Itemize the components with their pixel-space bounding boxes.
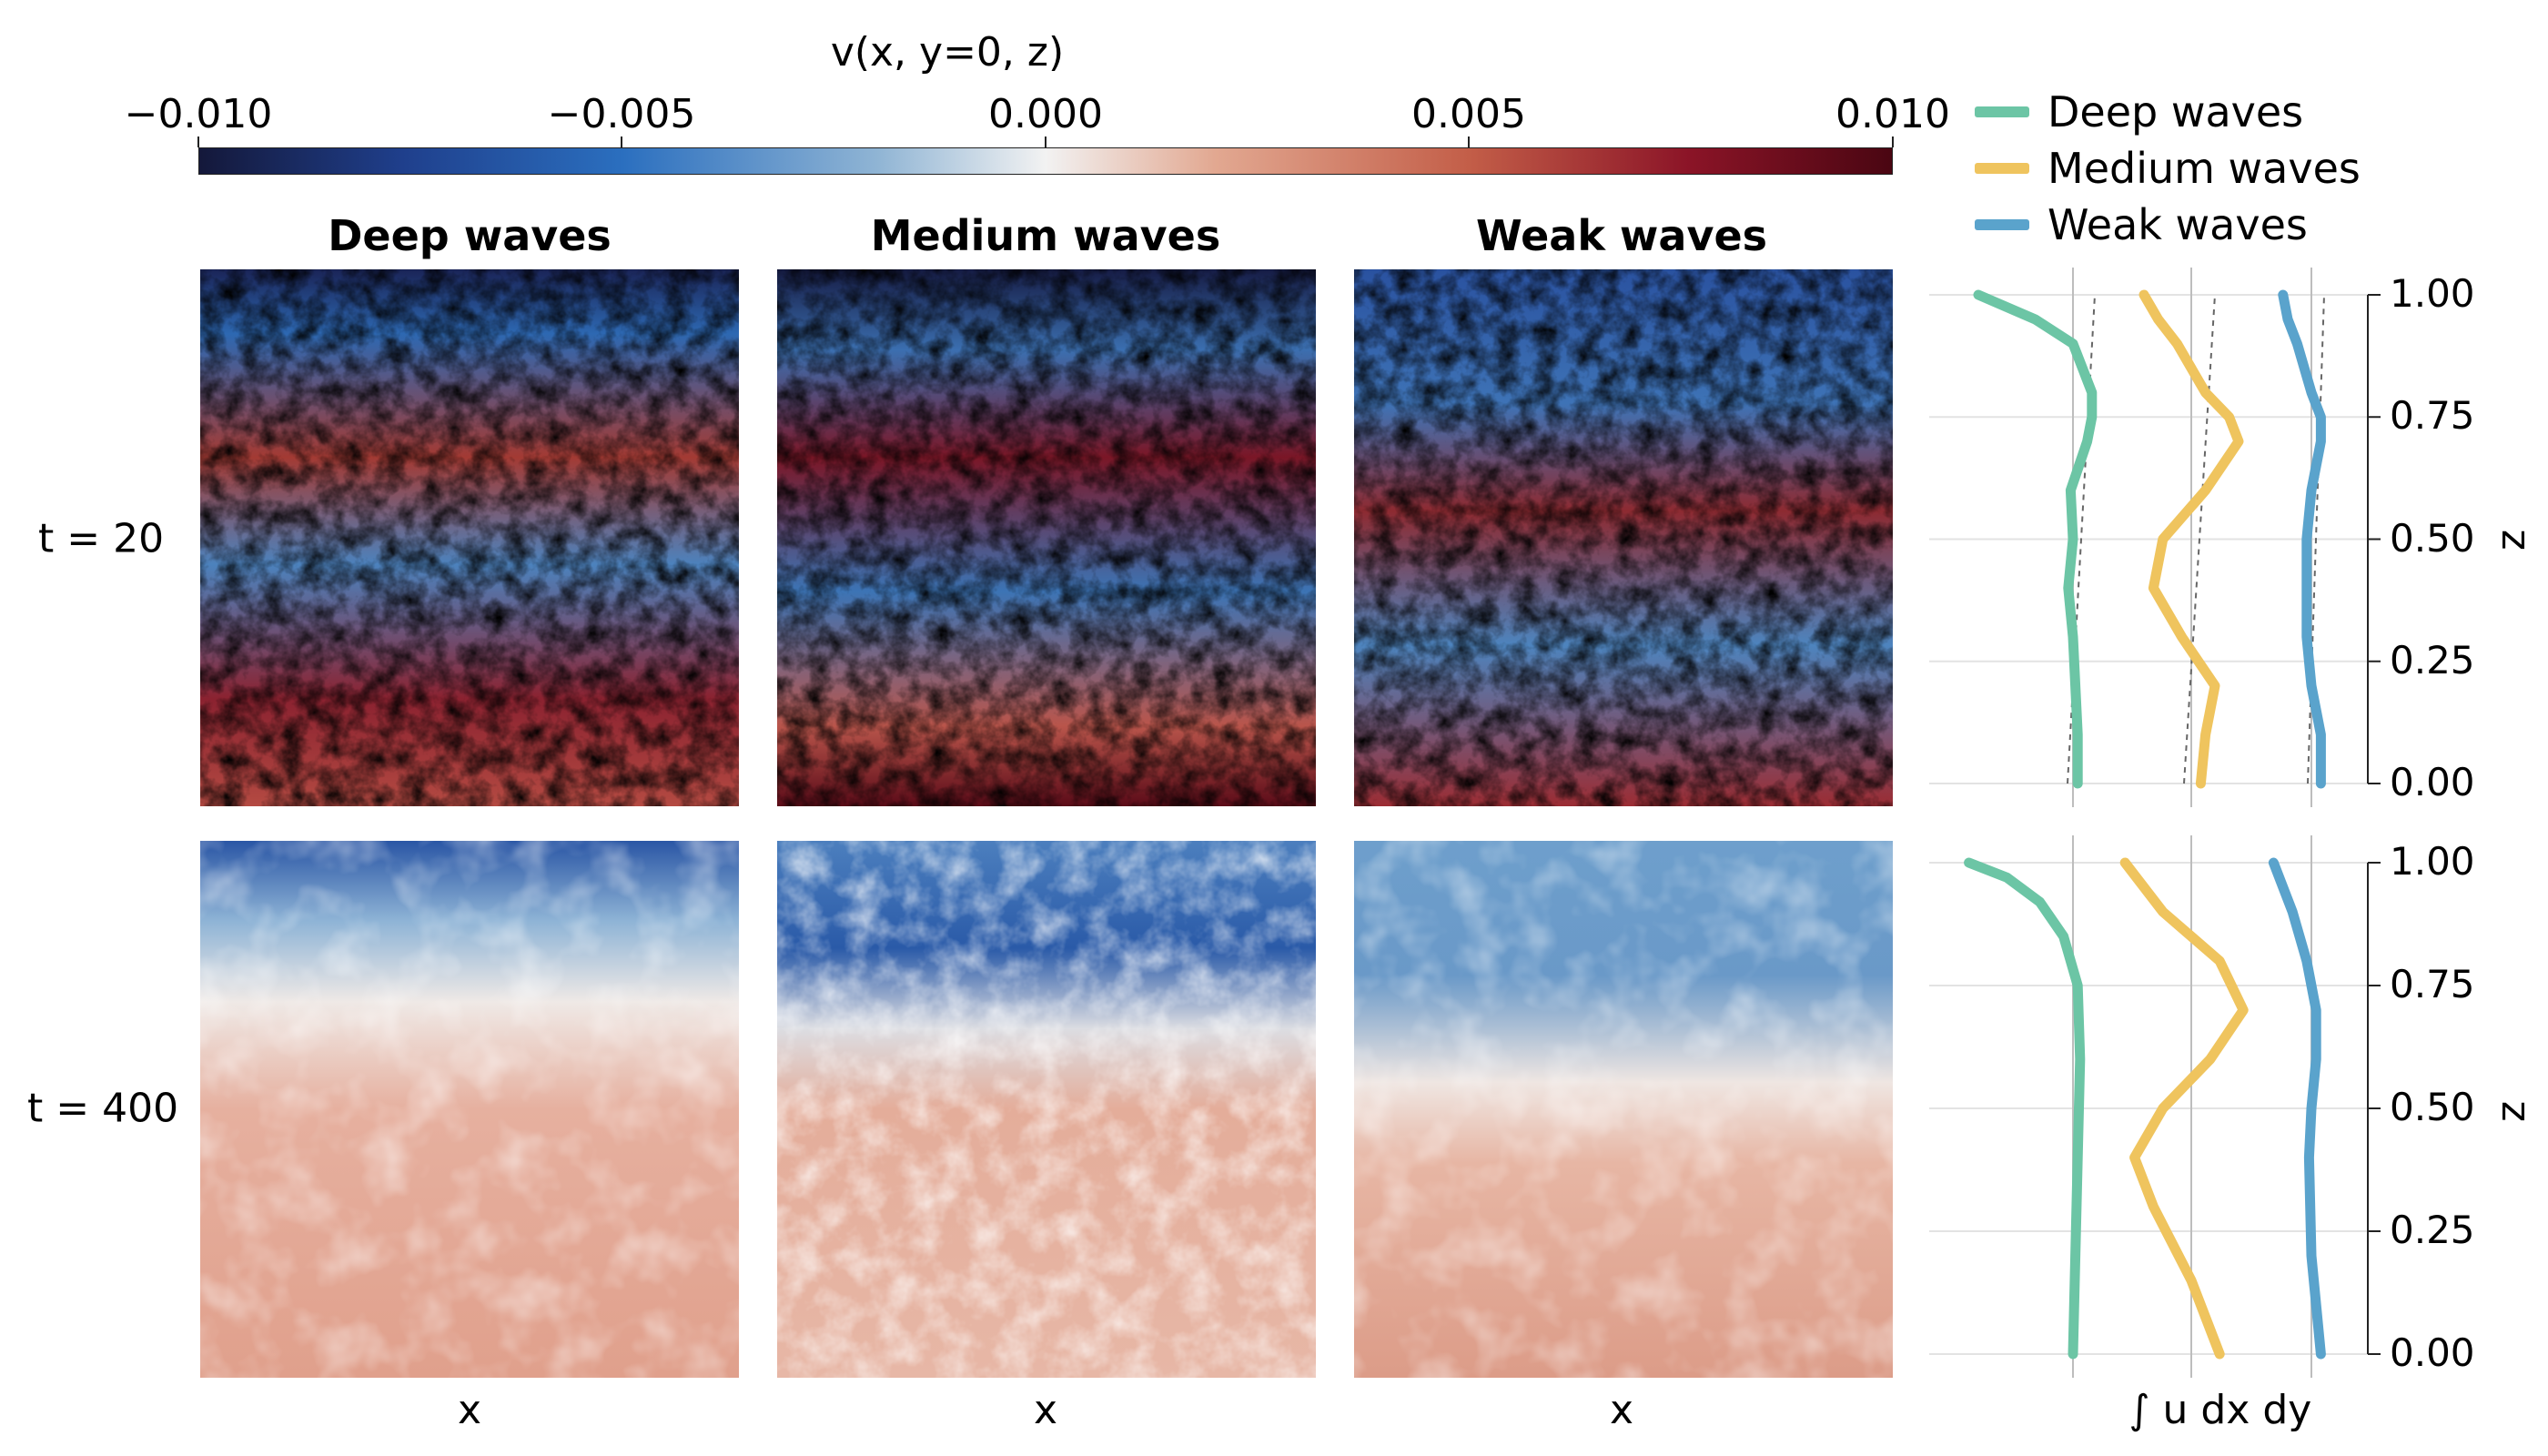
xlabel-deep: x	[457, 1387, 482, 1433]
column-title-medium: Medium waves	[870, 211, 1221, 260]
colorbar-tick-marks	[197, 136, 1894, 147]
legend-item: Weak waves	[1975, 197, 2308, 253]
z-tick-label: 0.00	[2390, 1330, 2475, 1375]
colorbar	[198, 147, 1893, 175]
zlabel-bottom: z	[2488, 1100, 2535, 1123]
z-tick-label: 0.25	[2390, 1208, 2475, 1252]
colorbar-tick-label: −0.010	[124, 91, 273, 137]
z-tick-label: 0.75	[2390, 393, 2475, 439]
panel-t400-medium	[777, 841, 1316, 1378]
z-tick-label: 0.00	[2390, 760, 2475, 804]
profile-series-deep-waves	[1964, 857, 2086, 1360]
row-label-t400: t = 400	[27, 1085, 179, 1132]
colorbar-tick-label: 0.005	[1411, 91, 1526, 137]
zlabel-top: z	[2488, 529, 2535, 551]
profile-series-medium-waves	[2119, 857, 2249, 1360]
z-tick-label: 1.00	[2390, 271, 2475, 316]
panel-t400-weak	[1354, 841, 1893, 1378]
panel-t20-weak	[1354, 269, 1893, 806]
profile-series-weak-waves	[2268, 857, 2326, 1360]
z-tick-label: 0.75	[2390, 962, 2475, 1006]
z-tick-label: 1.00	[2390, 839, 2475, 884]
profile-series-medium-waves	[2138, 289, 2244, 789]
xlabel-medium: x	[1033, 1387, 1058, 1433]
legend-item: Deep waves	[1975, 84, 2303, 140]
z-tick-label: 0.50	[2390, 515, 2475, 561]
profile-series-weak-waves	[2278, 289, 2326, 789]
panel-t400-deep	[200, 841, 739, 1378]
legend-item: Medium waves	[1975, 140, 2361, 197]
xlabel-weak: x	[1609, 1387, 1634, 1433]
xlabel-profile: ∫ u dx dy	[2128, 1387, 2312, 1433]
z-tick-label: 0.50	[2390, 1085, 2475, 1129]
colorbar-tick-label: 0.000	[988, 91, 1103, 137]
legend-swatch	[1975, 163, 2029, 174]
legend-label: Weak waves	[2048, 200, 2308, 249]
legend-swatch	[1975, 106, 2029, 117]
column-title-deep: Deep waves	[328, 211, 612, 260]
profile-reference-line	[2183, 294, 2216, 784]
colorbar-label: v(x, y=0, z)	[830, 29, 1065, 76]
panel-t20-medium	[777, 269, 1316, 806]
profile-series-deep-waves	[1973, 289, 2098, 789]
legend-swatch	[1975, 219, 2029, 230]
z-tick-label: 0.25	[2390, 637, 2475, 682]
colorbar-tick-label: 0.010	[1835, 91, 1950, 137]
legend-label: Medium waves	[2048, 144, 2361, 193]
column-title-weak: Weak waves	[1475, 211, 1768, 260]
legend-label: Deep waves	[2048, 87, 2304, 136]
row-label-t20: t = 20	[38, 515, 165, 562]
panel-t20-deep	[200, 269, 739, 806]
colorbar-tick-label: −0.005	[547, 91, 696, 137]
